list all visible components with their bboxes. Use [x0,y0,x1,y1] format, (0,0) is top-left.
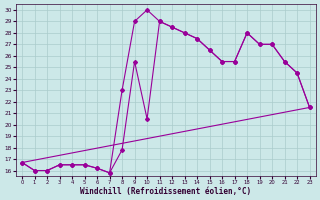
X-axis label: Windchill (Refroidissement éolien,°C): Windchill (Refroidissement éolien,°C) [80,187,252,196]
